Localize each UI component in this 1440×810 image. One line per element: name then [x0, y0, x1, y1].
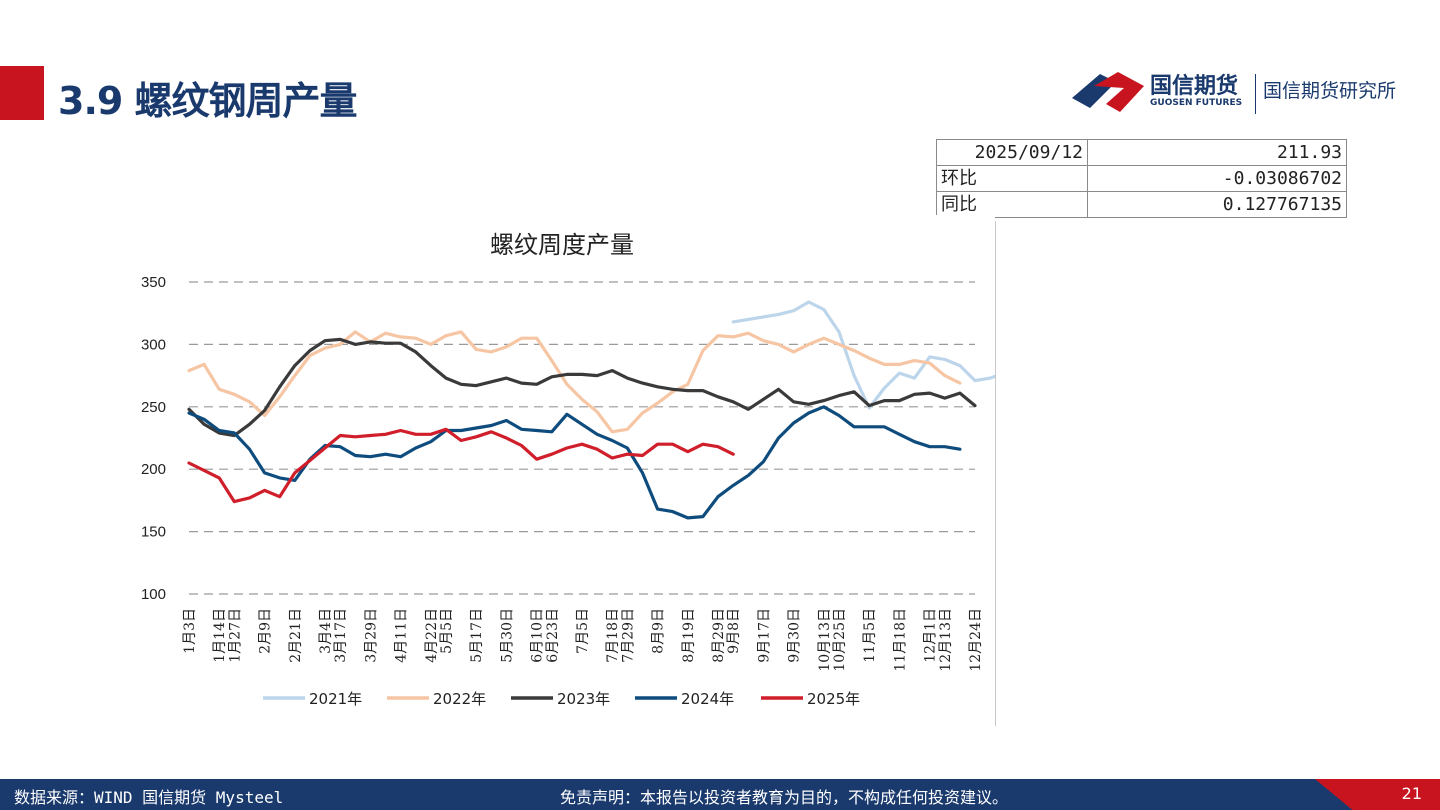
x-tick-label: 7月18日	[605, 608, 621, 663]
y-tick-label: 100	[141, 586, 166, 603]
x-tick-label: 12月13日	[938, 608, 954, 672]
x-tick-label: 1月27日	[227, 608, 243, 663]
x-tick-label: 8月19日	[681, 608, 697, 663]
x-tick-label: 6月23日	[545, 608, 561, 663]
disclaimer: 免责声明：本报告以投资者教育为目的，不构成任何投资建议。	[560, 788, 1009, 807]
page-number: 21	[1401, 784, 1422, 803]
mom-label-cell: 环比	[936, 165, 1088, 192]
x-tick-label: 11月18日	[892, 608, 908, 672]
x-tick-label: 11月5日	[862, 608, 878, 663]
logo-mark-icon	[1072, 72, 1144, 112]
yoy-value-cell: 0.127767135	[1087, 191, 1347, 218]
x-tick-label: 10月25日	[832, 608, 848, 672]
series-line-2022年	[187, 330, 962, 434]
table-row: 环比 -0.03086702	[936, 165, 1347, 192]
company-logo: 国信期货 GUOSEN FUTURES 国信期货研究所	[1070, 64, 1430, 124]
chart-container: 螺纹周度产量 350 300 250 200 150 100 1月3日 1月14日 1月27日…	[125, 215, 1068, 725]
date-cell: 2025/09/12	[936, 139, 1088, 166]
x-tick-label: 3月4日	[318, 608, 334, 654]
x-tick-label: 9月17日	[756, 608, 772, 663]
yoy-label-cell: 同比	[936, 191, 1088, 218]
x-tick-label: 12月24日	[968, 608, 984, 672]
footer-bar: 数据来源：WIND 国信期货 Mysteel 免责声明：本报告以投资者教育为目的…	[0, 779, 1440, 810]
x-tick-label: 4月22日	[424, 608, 440, 663]
value-cell: 211.93	[1087, 139, 1347, 166]
x-tick-label: 12月1日	[923, 608, 939, 663]
x-tick-label: 2月21日	[288, 608, 304, 663]
x-tick-label: 9月30日	[787, 608, 803, 663]
legend-label: 2024年	[681, 690, 734, 708]
logo-divider	[1255, 74, 1256, 114]
y-tick-label: 300	[141, 336, 166, 353]
title-accent-bar	[0, 66, 44, 120]
x-tick-label: 1月14日	[212, 608, 228, 663]
x-tick-label: 3月29日	[363, 608, 379, 663]
logo-english-name: GUOSEN FUTURES	[1150, 98, 1243, 108]
y-tick-label: 150	[141, 524, 166, 541]
table-row: 同比 0.127767135	[936, 191, 1347, 218]
x-tick-label: 1月3日	[182, 608, 198, 654]
legend-label: 2025年	[807, 690, 860, 708]
summary-table: 2025/09/12 211.93 环比 -0.03086702 同比 0.12…	[936, 139, 1347, 218]
divider-line	[995, 221, 996, 726]
series-line-2025年	[187, 427, 735, 504]
mom-value-cell: -0.03086702	[1087, 165, 1347, 192]
chart-title: 螺纹周度产量	[490, 231, 634, 259]
x-tick-label: 5月17日	[469, 608, 485, 663]
legend-label: 2021年	[309, 690, 362, 708]
legend-label: 2023年	[557, 690, 610, 708]
x-tick-label: 6月10日	[530, 608, 546, 663]
data-source: 数据来源：WIND 国信期货 Mysteel	[14, 788, 284, 807]
x-tick-label: 7月29日	[620, 608, 636, 663]
logo-chinese-name: 国信期货	[1150, 74, 1239, 99]
x-tick-label: 8月29日	[711, 608, 727, 663]
table-row: 2025/09/12 211.93	[936, 139, 1347, 166]
x-tick-label: 7月5日	[575, 608, 591, 654]
x-tick-label: 5月30日	[499, 608, 515, 663]
x-tick-label: 2月9日	[258, 608, 274, 654]
series-line-2024年	[187, 405, 962, 520]
x-tick-label: 4月11日	[394, 608, 410, 663]
x-tick-label: 9月8日	[726, 608, 742, 654]
x-tick-label: 10月13日	[817, 608, 833, 672]
y-tick-label: 200	[141, 461, 166, 478]
page-title: 3.9 螺纹钢周产量	[58, 79, 358, 123]
line-chart: 螺纹周度产量 350 300 250 200 150 100 1月3日 1月14日 1月27日…	[141, 231, 1068, 708]
x-tick-label: 8月9日	[651, 608, 667, 654]
y-tick-label: 250	[141, 399, 166, 416]
x-tick-label: 3月17日	[333, 608, 349, 663]
legend-label: 2022年	[433, 690, 486, 708]
y-tick-label: 350	[141, 274, 166, 291]
x-tick-label: 5月5日	[439, 608, 455, 654]
series-line-2023年	[187, 337, 977, 438]
logo-subtitle: 国信期货研究所	[1263, 80, 1397, 102]
